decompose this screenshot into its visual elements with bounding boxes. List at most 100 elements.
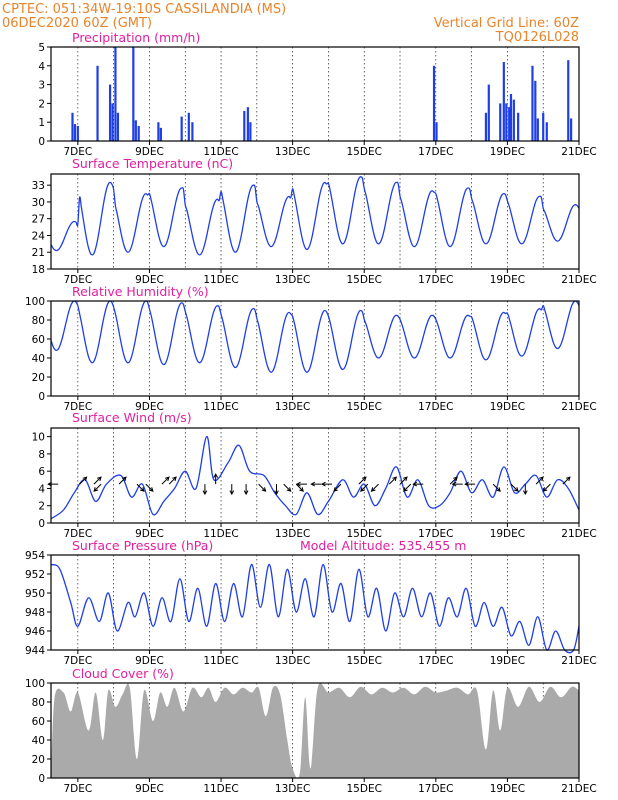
x-tick-label: 11DEC xyxy=(203,783,238,795)
wind-vector-arrow xyxy=(145,483,154,492)
x-tick-label: 19DEC xyxy=(490,401,525,413)
precip-bar xyxy=(111,103,114,141)
precip-bar xyxy=(512,99,515,141)
wind-vector-shaft xyxy=(449,476,458,485)
x-tick-label: 21DEC xyxy=(561,783,596,795)
x-tick-label: 17DEC xyxy=(418,783,453,795)
x-tick-label: 13DEC xyxy=(275,655,310,667)
precip-bar xyxy=(536,118,539,141)
panel-frame xyxy=(50,300,580,397)
header-run-date: 06DEC2020 60Z (GMT) xyxy=(2,16,152,31)
wind-vector-head xyxy=(522,490,528,496)
precip-bar xyxy=(180,116,183,141)
wind-vector-arrow xyxy=(118,476,127,485)
x-tick-label: 17DEC xyxy=(418,655,453,667)
wind-vector-head xyxy=(464,481,469,487)
x-tick-label: 11DEC xyxy=(203,146,238,158)
wind-vector-arrow xyxy=(229,484,235,496)
panel-frame xyxy=(50,173,580,270)
y-tick-label: 100 xyxy=(25,678,45,690)
x-tick-label: 13DEC xyxy=(275,783,310,795)
x-tick-label: 7DEC xyxy=(63,528,92,540)
wind-vector-shaft xyxy=(168,476,177,485)
precip-bar xyxy=(435,122,438,141)
wind-vector-shaft xyxy=(295,483,304,492)
y-tick-label: 5 xyxy=(38,42,45,54)
y-tick-label: 4 xyxy=(38,61,45,73)
x-tick-label: 7DEC xyxy=(63,274,92,286)
y-tick-label: 2 xyxy=(38,98,45,110)
wind-vector-arrow xyxy=(168,476,177,485)
wind-vector-head xyxy=(496,487,501,492)
x-tick-label: 15DEC xyxy=(347,146,382,158)
precip-bar xyxy=(517,112,520,141)
x-tick-label: 17DEC xyxy=(418,146,453,158)
x-tick-label: 21DEC xyxy=(561,146,596,158)
wind-vector-shaft xyxy=(161,476,170,485)
y-tick-label: 0 xyxy=(38,518,45,530)
wind-vector-shaft xyxy=(118,476,127,485)
panel-wind: 0 2 4 6 8 10 7DEC 9DEC 11DEC 13DEC 15DEC 17DEC 19DEC… xyxy=(32,427,597,540)
precip-bar xyxy=(71,112,74,141)
panel-title-pressure: Surface Pressure (hPa) xyxy=(72,538,213,553)
wind-vector-arrow xyxy=(136,483,145,492)
wind-vector-head xyxy=(139,487,145,492)
wind-vector-arrow xyxy=(333,483,342,492)
precip-bar xyxy=(487,84,490,141)
y-tick-label: 40 xyxy=(32,353,45,365)
precip-bar xyxy=(534,80,537,141)
wind-vector-arrow xyxy=(492,483,501,492)
precip-bar xyxy=(502,62,505,141)
y-tick-label: 30 xyxy=(32,197,45,209)
precip-bar xyxy=(246,107,249,141)
x-tick-label: 9DEC xyxy=(135,528,164,540)
header-model: TQ0126L028 xyxy=(495,30,579,45)
wind-vector-head xyxy=(392,476,398,482)
panel-pressure: 944 946 948 950 952 954 7DEC 9DEC 11DEC 13DEC 15DE… xyxy=(25,550,597,667)
precip-bar xyxy=(73,124,77,141)
precip-bar xyxy=(484,112,488,141)
panel-frame xyxy=(50,427,580,524)
wind-vector-head xyxy=(370,487,376,492)
y-tick-label: 1 xyxy=(38,117,45,129)
wind-vector-shaft xyxy=(562,476,571,485)
wind-vector-head xyxy=(333,487,338,492)
wind-vector-shaft xyxy=(543,483,551,492)
y-tick-label: 40 xyxy=(32,735,45,747)
wind-vector-shaft xyxy=(258,483,266,492)
precip-bar xyxy=(531,65,534,141)
wind-vector-shaft xyxy=(333,483,342,492)
wind-vector-arrow xyxy=(243,484,249,496)
model-altitude-note: Model Altitude: 535.455 m xyxy=(300,538,466,553)
wind-vector-arrow xyxy=(283,483,292,492)
x-tick-label: 9DEC xyxy=(135,401,164,413)
x-tick-label: 9DEC xyxy=(135,655,164,667)
wind-vector-shaft xyxy=(136,483,145,492)
wind-vector-head xyxy=(513,487,519,492)
x-tick-label: 7DEC xyxy=(63,146,92,158)
panel-title-rh: Relative Humidity (%) xyxy=(72,284,209,299)
x-tick-label: 19DEC xyxy=(490,783,525,795)
y-tick-label: 4 xyxy=(38,483,45,495)
wind-vector-shaft xyxy=(358,476,367,485)
precip-bar xyxy=(134,120,137,141)
y-tick-label: 948 xyxy=(25,607,45,619)
wind-vector-shaft xyxy=(283,483,292,492)
panel-title-cloud: Cloud Cover (%) xyxy=(72,666,174,681)
wind-vector-head xyxy=(295,481,301,487)
y-tick-label: 18 xyxy=(32,264,45,276)
y-tick-label: 6 xyxy=(38,466,45,478)
wind-vector-head xyxy=(403,487,408,492)
precip-bar xyxy=(249,122,252,141)
wind-vector-shaft xyxy=(93,483,102,492)
y-tick-label: 27 xyxy=(32,214,45,226)
wind-vector-head xyxy=(202,490,208,496)
wind-vector-arrow xyxy=(93,476,102,485)
wind-vector-arrow xyxy=(562,476,571,485)
y-tick-label: 950 xyxy=(25,588,45,600)
y-tick-label: 3 xyxy=(38,80,45,92)
wind-vector-head xyxy=(451,481,457,487)
y-tick-label: 2 xyxy=(38,501,45,513)
x-tick-label: 15DEC xyxy=(347,655,382,667)
wind-vector-arrow xyxy=(510,483,519,492)
